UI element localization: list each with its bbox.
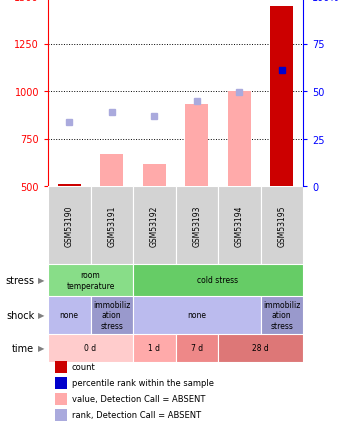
- Text: 0 d: 0 d: [85, 344, 97, 353]
- Text: GSM53195: GSM53195: [277, 205, 286, 246]
- Text: rank, Detection Call = ABSENT: rank, Detection Call = ABSENT: [72, 411, 201, 420]
- Bar: [185, 105, 208, 187]
- Text: percentile rank within the sample: percentile rank within the sample: [72, 378, 214, 388]
- Bar: [261, 296, 303, 334]
- Text: cold stress: cold stress: [197, 276, 239, 285]
- Text: ▶: ▶: [38, 311, 45, 320]
- Text: GSM53190: GSM53190: [65, 205, 74, 246]
- Bar: [261, 187, 303, 264]
- Bar: [143, 165, 166, 187]
- Bar: [48, 264, 133, 296]
- Bar: [176, 334, 218, 362]
- Text: GSM53194: GSM53194: [235, 205, 244, 246]
- Bar: [218, 334, 303, 362]
- Text: GSM53193: GSM53193: [192, 205, 201, 246]
- Text: ▶: ▶: [38, 344, 45, 353]
- Text: immobiliz
ation
stress: immobiliz ation stress: [263, 300, 300, 330]
- Bar: [90, 187, 133, 264]
- Text: count: count: [72, 363, 95, 372]
- Text: value, Detection Call = ABSENT: value, Detection Call = ABSENT: [72, 395, 205, 404]
- Bar: [100, 155, 123, 187]
- Bar: [133, 264, 303, 296]
- Bar: [48, 334, 133, 362]
- Bar: [227, 92, 251, 187]
- Text: immobiliz
ation
stress: immobiliz ation stress: [93, 300, 131, 330]
- Text: none: none: [60, 311, 79, 320]
- Bar: [90, 296, 133, 334]
- Bar: [48, 296, 90, 334]
- Text: none: none: [187, 311, 206, 320]
- Text: GSM53191: GSM53191: [107, 205, 116, 246]
- Bar: [48, 187, 90, 264]
- Text: 28 d: 28 d: [252, 344, 269, 353]
- Text: stress: stress: [5, 275, 34, 285]
- Text: GSM53192: GSM53192: [150, 205, 159, 246]
- Bar: [133, 187, 176, 264]
- Text: 7 d: 7 d: [191, 344, 203, 353]
- Text: 1 d: 1 d: [148, 344, 160, 353]
- Bar: [218, 187, 261, 264]
- Bar: [133, 296, 261, 334]
- Text: room
temperature: room temperature: [66, 271, 115, 290]
- Bar: [270, 7, 294, 187]
- Bar: [58, 185, 81, 187]
- Text: ▶: ▶: [38, 276, 45, 285]
- Text: shock: shock: [6, 310, 34, 320]
- Bar: [176, 187, 218, 264]
- Text: time: time: [12, 343, 34, 353]
- Bar: [133, 334, 176, 362]
